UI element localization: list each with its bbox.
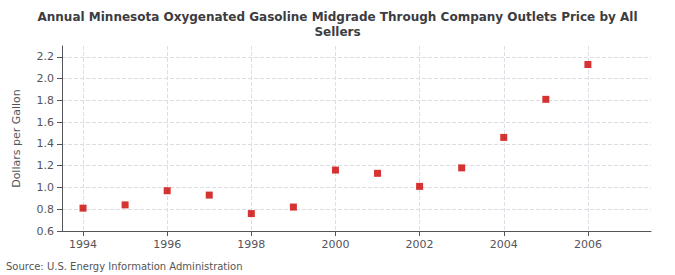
- svg-text:1994: 1994: [69, 238, 97, 251]
- svg-text:0.8: 0.8: [37, 203, 55, 216]
- svg-text:1.6: 1.6: [37, 116, 55, 129]
- svg-text:1.0: 1.0: [37, 181, 55, 194]
- svg-text:2004: 2004: [490, 238, 518, 251]
- svg-text:2006: 2006: [574, 238, 602, 251]
- svg-text:1996: 1996: [153, 238, 181, 251]
- svg-text:Source: U.S. Energy Informatio: Source: U.S. Energy Information Administ…: [6, 261, 243, 272]
- svg-text:Dollars per Gallon: Dollars per Gallon: [10, 89, 23, 188]
- svg-text:Sellers: Sellers: [314, 25, 360, 39]
- svg-text:1998: 1998: [237, 238, 265, 251]
- svg-text:Annual Minnesota Oxygenated Ga: Annual Minnesota Oxygenated Gasoline Mid…: [37, 10, 637, 24]
- svg-text:1.4: 1.4: [37, 137, 55, 150]
- svg-text:2.0: 2.0: [37, 72, 55, 85]
- svg-text:0.6: 0.6: [37, 225, 55, 238]
- svg-text:1.8: 1.8: [37, 94, 55, 107]
- svg-text:2.2: 2.2: [37, 50, 55, 63]
- svg-text:2000: 2000: [321, 238, 349, 251]
- svg-text:2002: 2002: [406, 238, 434, 251]
- svg-text:1.2: 1.2: [37, 159, 55, 172]
